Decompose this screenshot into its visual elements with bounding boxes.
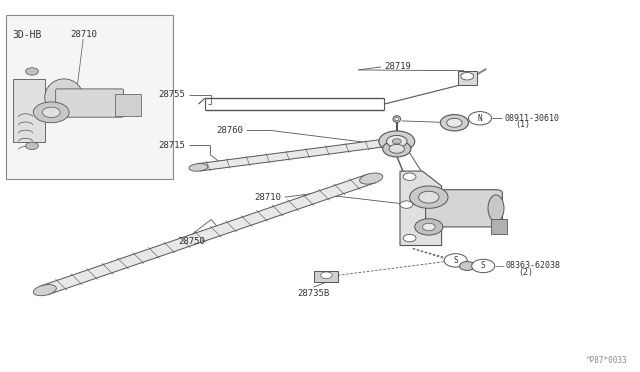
Circle shape [389,144,404,153]
Text: N: N [477,114,483,123]
Bar [13,79,45,142]
Circle shape [379,131,415,152]
Ellipse shape [393,116,401,122]
Circle shape [387,135,407,147]
Ellipse shape [387,138,406,145]
Circle shape [383,141,411,157]
Circle shape [415,219,443,235]
Ellipse shape [395,118,399,121]
FancyBboxPatch shape [56,89,124,117]
Text: 08911-30610: 08911-30610 [504,114,559,123]
Circle shape [410,186,448,208]
Text: 28719: 28719 [384,62,411,71]
Polygon shape [400,171,442,246]
Circle shape [400,201,413,208]
Bar [458,71,477,85]
Text: 28755: 28755 [159,90,186,99]
Text: 28750: 28750 [179,237,205,246]
Circle shape [444,254,467,267]
Polygon shape [40,174,376,294]
Polygon shape [197,138,398,171]
Ellipse shape [189,164,208,171]
FancyBboxPatch shape [426,190,502,227]
Circle shape [26,142,38,150]
Text: 3D-HB: 3D-HB [13,30,42,40]
Ellipse shape [360,173,383,184]
Circle shape [461,73,474,80]
Ellipse shape [488,195,504,222]
Circle shape [419,191,439,203]
Circle shape [392,139,401,144]
Text: S: S [453,256,458,265]
Text: 28715: 28715 [159,141,186,150]
Circle shape [472,259,495,273]
Text: 28710: 28710 [255,193,282,202]
Text: ^P87*0033: ^P87*0033 [586,356,627,365]
Circle shape [33,102,69,123]
Bar [314,271,338,282]
Circle shape [422,223,435,231]
Text: S: S [481,262,486,270]
Text: (2): (2) [518,268,533,277]
Text: 28760: 28760 [216,126,243,135]
Circle shape [321,272,332,279]
Bar [115,94,141,116]
Bar [6,15,173,179]
Ellipse shape [33,285,56,296]
Circle shape [440,115,468,131]
Bar [491,219,507,234]
Text: 28710: 28710 [70,30,97,39]
Circle shape [42,107,60,118]
Circle shape [403,173,416,180]
Circle shape [468,112,492,125]
Circle shape [460,262,475,270]
Circle shape [26,68,38,75]
Circle shape [447,118,462,127]
Ellipse shape [45,79,83,116]
Text: 08363-62038: 08363-62038 [506,262,561,270]
Text: 28735B: 28735B [298,289,330,298]
Text: (1): (1) [515,120,530,129]
Circle shape [403,234,416,242]
